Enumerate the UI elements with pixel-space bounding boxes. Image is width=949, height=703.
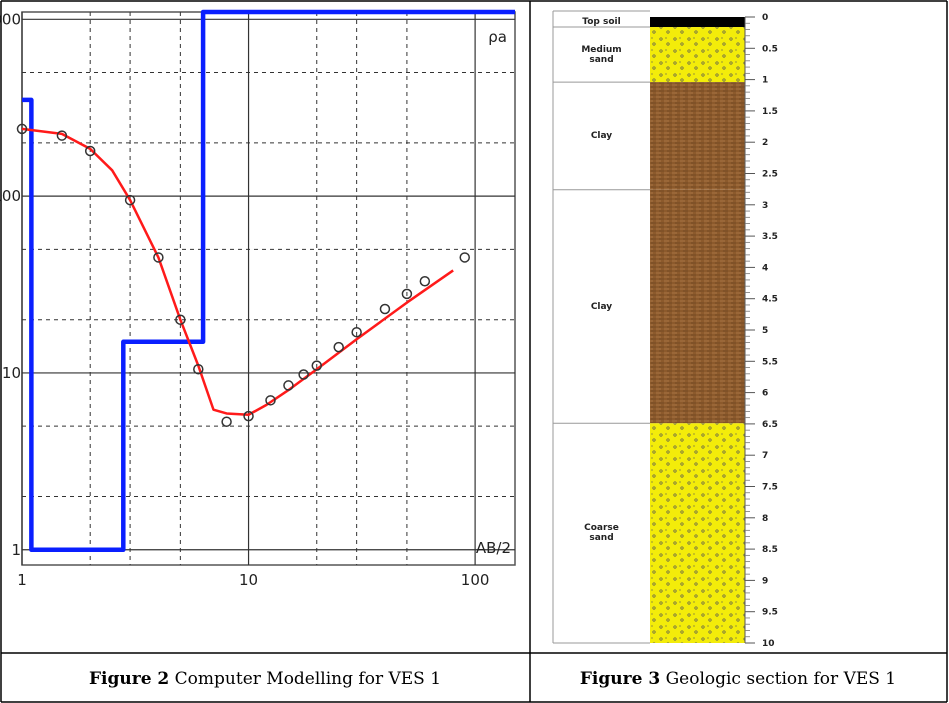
data-point [460,253,469,262]
series-line [22,12,515,550]
page: Figure 2 Computer Modelling for VES 1 Fi… [0,0,949,703]
y-tick-label: 100 [0,187,21,205]
caption-label: Figure 3 [580,669,660,689]
depth-tick-label: 7.5 [762,483,778,493]
x-tick-label: 10 [239,571,258,589]
depth-tick-label: 8.5 [762,545,778,555]
x-tick-label: 100 [461,571,490,589]
layer-label: Top soil [577,17,627,27]
y-tick-label: 1 [11,541,21,559]
depth-tick-label: 9.5 [762,608,778,618]
depth-tick-label: 6.5 [762,420,778,430]
depth-tick-label: 3 [762,201,768,211]
caption: Figure 2 Computer Modelling for VES 1 [89,669,441,689]
depth-tick-label: 7 [762,451,768,461]
x-axis-label: AB/2 [476,539,511,557]
depth-tick-label: 4 [762,263,768,273]
y-axis-label: ρa [488,28,507,46]
depth-tick-label: 3.5 [762,232,778,242]
caption-label: Figure 2 [89,669,169,689]
layer [650,17,745,27]
layer-label: Clay [577,302,627,312]
depth-tick-label: 8 [762,514,768,524]
depth-tick-label: 2 [762,138,768,148]
depth-tick-label: 0.5 [762,44,778,54]
depth-tick-label: 0 [762,13,768,23]
data-point [420,277,429,286]
depth-tick-label: 1 [762,76,768,86]
depth-tick-label: 4.5 [762,295,778,305]
table-borders [1,1,947,702]
layer-label: Medium sand [577,45,627,65]
layer [650,82,745,190]
layer [650,190,745,423]
layer [650,423,745,643]
depth-tick-label: 5 [762,326,768,336]
layer-label: Clay [577,131,627,141]
y-tick-label: 10 [2,364,21,382]
depth-tick-label: 10 [762,639,775,649]
data-point [334,343,343,352]
document: Figure 2 Computer Modelling for VES 1 Fi… [0,0,949,703]
depth-tick-label: 2.5 [762,170,778,180]
x-tick-label: 1 [17,571,27,589]
depth-tick-label: 6 [762,389,768,399]
caption-text: Computer Modelling for VES 1 [175,669,441,689]
layer [650,27,745,82]
depth-tick-label: 9 [762,576,768,586]
series-line [22,129,453,415]
data-point [380,304,389,313]
plot-frame [22,12,515,565]
data-point [222,417,231,426]
caption: Figure 3 Geologic section for VES 1 [580,669,896,689]
depth-tick-label: 5.5 [762,357,778,367]
layer-label: Coarse sand [577,523,627,543]
depth-tick-label: 1.5 [762,107,778,117]
caption-text: Geologic section for VES 1 [666,669,897,689]
